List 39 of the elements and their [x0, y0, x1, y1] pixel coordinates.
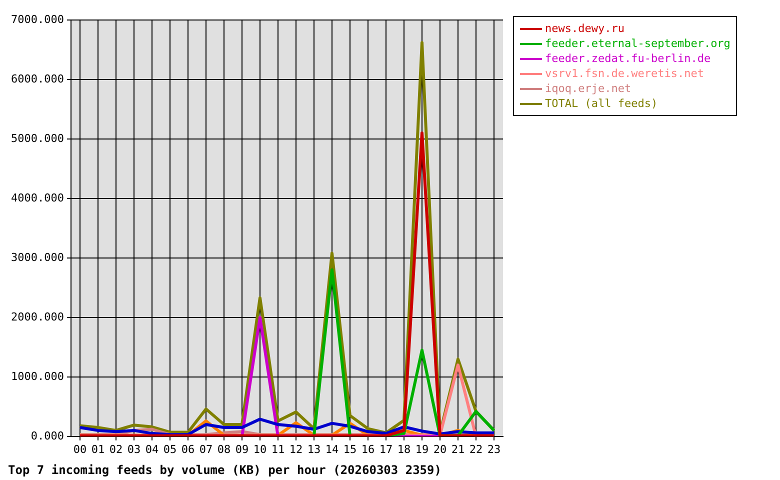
y-tick-label: 7000.000	[10, 12, 64, 26]
legend-label: feeder.zedat.fu-berlin.de	[545, 52, 711, 65]
y-tick-label: 1000.000	[10, 370, 64, 383]
legend-label: iqoq.erje.net	[545, 82, 632, 95]
x-tick-label: 09	[235, 442, 249, 456]
x-tick-label: 07	[199, 442, 213, 456]
legend-label: TOTAL (all feeds)	[545, 97, 658, 110]
x-tick-label: 20	[433, 442, 447, 456]
x-tick-label: 10	[253, 442, 267, 456]
x-tick-label: 04	[145, 442, 159, 456]
x-tick-label: 16	[361, 442, 375, 456]
x-tick-label: 23	[487, 442, 501, 456]
x-tick-label: 17	[379, 442, 393, 456]
x-tick-label: 02	[109, 442, 123, 456]
y-tick-label: 0.000	[30, 429, 64, 442]
y-tick-label: 6000.000	[10, 72, 64, 86]
y-tick-label: 4000.000	[10, 191, 64, 204]
x-tick-label: 05	[163, 442, 177, 456]
x-tick-label: 00	[73, 442, 87, 456]
x-tick-label: 14	[325, 442, 339, 456]
y-tick-label: 2000.000	[10, 310, 64, 324]
x-tick-label: 19	[415, 442, 429, 456]
x-tick-label: 18	[397, 442, 411, 456]
legend-label: news.dewy.ru	[545, 22, 624, 35]
x-tick-label: 11	[271, 442, 285, 456]
x-tick-label: 01	[91, 442, 105, 456]
text: Top 7 incoming feeds by volume (KB) per hour (20260303 2359)	[8, 462, 442, 477]
x-tick-label: 15	[343, 442, 357, 456]
y-tick-label: 3000.000	[10, 250, 64, 264]
x-tick-label: 21	[451, 442, 465, 456]
x-tick-label: 22	[469, 442, 483, 456]
y-tick-label: 5000.000	[10, 132, 64, 145]
x-tick-label: 06	[181, 442, 195, 456]
legend-label: feeder.eternal-september.org	[545, 37, 730, 50]
x-tick-label: 03	[127, 442, 141, 456]
legend-label: vsrv1.fsn.de.weretis.net	[545, 67, 704, 80]
x-tick-label: 13	[307, 442, 321, 456]
x-tick-label: 12	[289, 442, 303, 456]
x-tick-label: 08	[217, 442, 231, 456]
